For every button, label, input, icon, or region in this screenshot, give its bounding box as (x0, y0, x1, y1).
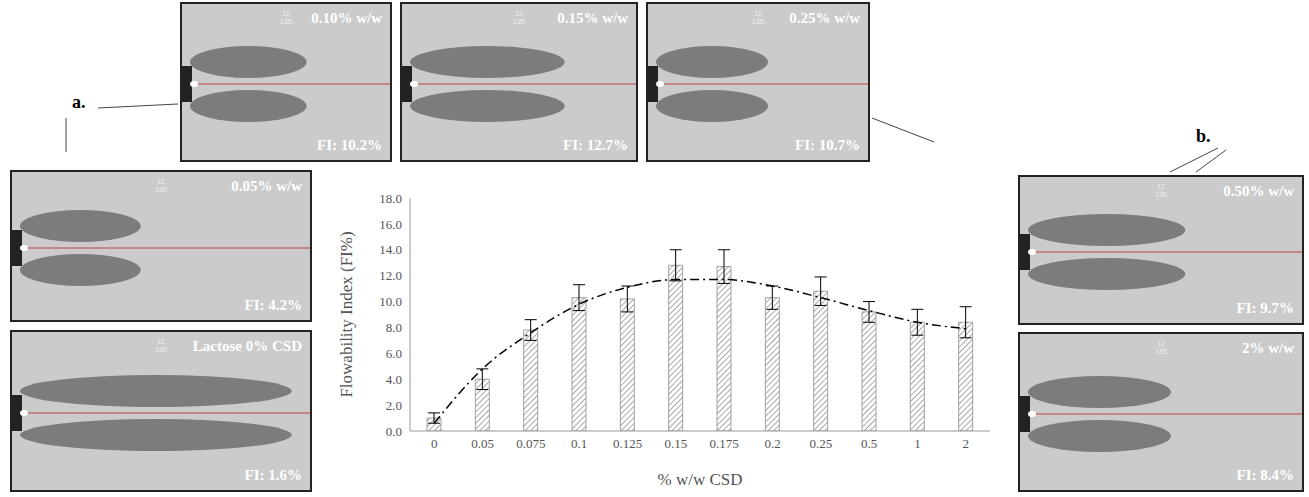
html-text:0.25% w/w: 0.25% w/w (789, 10, 860, 26)
svg-text:% w/w CSD: % w/w CSD (657, 470, 742, 489)
svg-text:14.0: 14.0 (379, 242, 402, 257)
svg-text:0.05: 0.05 (471, 436, 494, 451)
html-text:FI: 4.2%: FI: 4.2% (244, 297, 302, 313)
svg-text:0.2: 0.2 (764, 436, 780, 451)
svg-text:0.175: 0.175 (710, 436, 739, 451)
html-text:b.: b. (1196, 126, 1211, 146)
html-text:0.05% w/w: 0.05% w/w (231, 178, 302, 194)
svg-text:0: 0 (431, 436, 438, 451)
svg-text:10.0: 10.0 (379, 294, 402, 309)
svg-text:1: 1 (914, 436, 921, 451)
svg-text:8.0: 8.0 (386, 320, 402, 335)
html-text:FI: 8.4%: FI: 8.4% (1236, 467, 1294, 483)
html-text:135: 135 (155, 346, 167, 353)
html-text:FI: 10.2%: FI: 10.2% (317, 137, 382, 153)
html-text:FI: 1.6%: FI: 1.6% (244, 467, 302, 483)
html-text:135: 135 (1155, 348, 1167, 355)
svg-text:6.0: 6.0 (386, 346, 402, 361)
svg-text:0.25: 0.25 (809, 436, 832, 451)
html-text:Lactose 0% CSD: Lactose 0% CSD (192, 338, 302, 354)
html-text:0.15% w/w: 0.15% w/w (557, 10, 628, 26)
html-text:a.: a. (72, 92, 86, 112)
svg-text:0.0: 0.0 (386, 424, 402, 439)
svg-text:0.125: 0.125 (613, 436, 642, 451)
html-text:FI: 10.7%: FI: 10.7% (795, 137, 860, 153)
svg-text:Flowability Index (FI%): Flowability Index (FI%) (337, 231, 356, 397)
svg-text:2.0: 2.0 (386, 398, 402, 413)
svg-text:16.0: 16.0 (379, 217, 402, 232)
html-text:135: 135 (280, 18, 292, 25)
html-text:0.10% w/w: 0.10% w/w (311, 10, 382, 26)
html-text:0.50% w/w: 0.50% w/w (1223, 183, 1294, 199)
html-text:135: 135 (513, 18, 525, 25)
svg-text:0.15: 0.15 (664, 436, 687, 451)
html-text:135: 135 (155, 186, 167, 193)
html-text:12: 12 (1156, 183, 1165, 190)
svg-text:0.075: 0.075 (516, 436, 545, 451)
html-text:12: 12 (156, 338, 165, 345)
html-text:12: 12 (753, 10, 762, 17)
svg-text:0.5: 0.5 (861, 436, 877, 451)
svg-text:2: 2 (963, 436, 970, 451)
html-text:12: 12 (1156, 340, 1165, 347)
html-text:12: 12 (281, 10, 290, 17)
html-text:FI: 12.7%: FI: 12.7% (563, 137, 628, 153)
svg-text:12.0: 12.0 (379, 268, 402, 283)
svg-text:0.1: 0.1 (571, 436, 587, 451)
html-text:12: 12 (514, 10, 523, 17)
svg-text:4.0: 4.0 (386, 372, 402, 387)
html-text:12: 12 (156, 178, 165, 185)
html-text:FI: 9.7%: FI: 9.7% (1236, 300, 1294, 316)
html-text:2% w/w: 2% w/w (1241, 340, 1294, 356)
html-text:135: 135 (752, 18, 764, 25)
svg-text:18.0: 18.0 (379, 191, 402, 206)
html-text:135: 135 (1155, 191, 1167, 198)
